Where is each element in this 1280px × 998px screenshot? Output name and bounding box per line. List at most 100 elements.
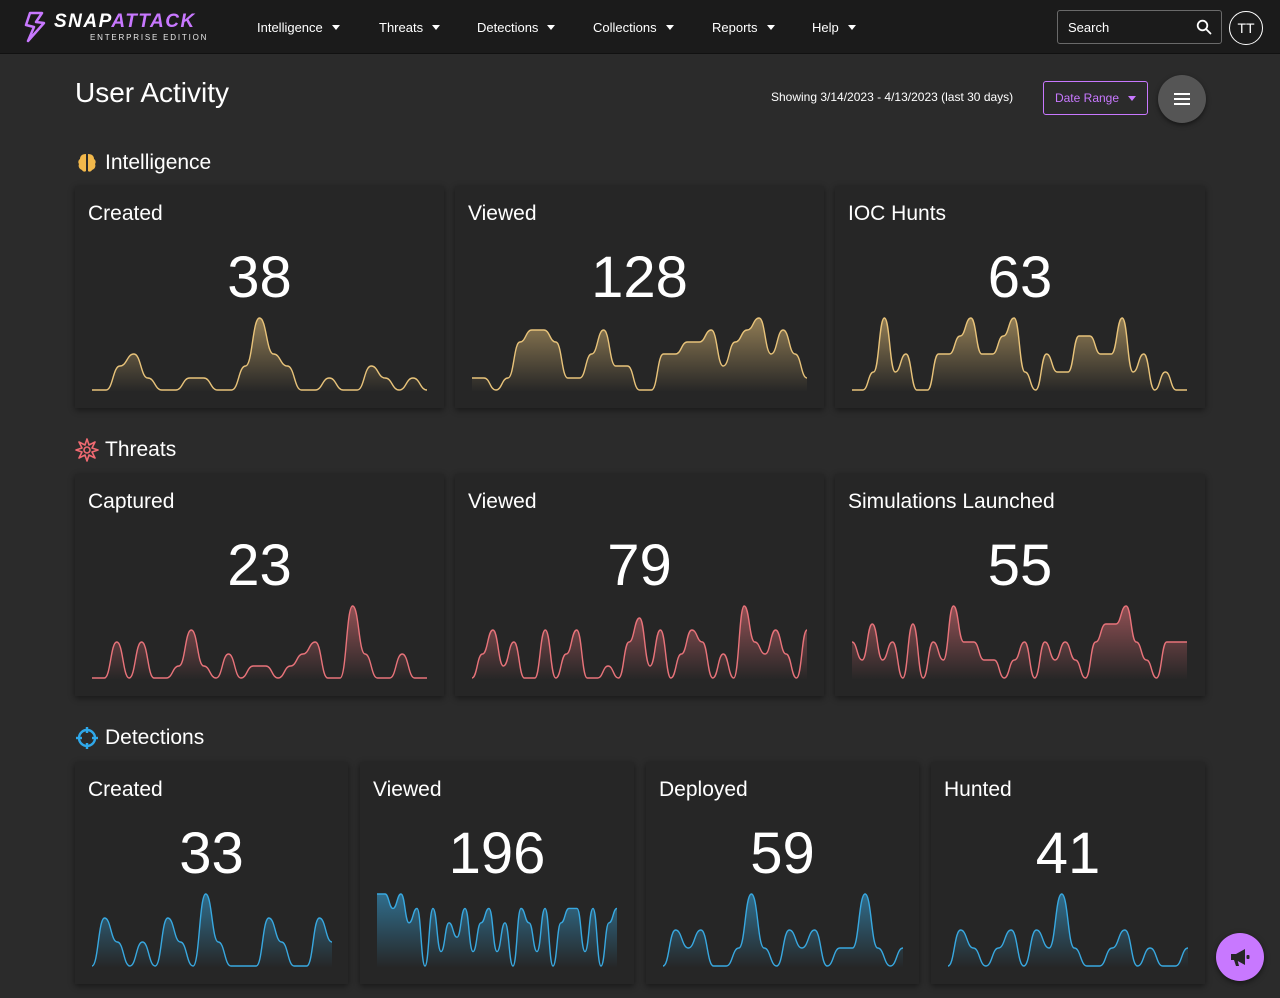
card-value: 63 bbox=[987, 245, 1053, 310]
nav-help-label: Help bbox=[812, 19, 839, 35]
caret-down-icon bbox=[1128, 95, 1137, 101]
crosshair-icon bbox=[76, 727, 98, 749]
nav-help[interactable]: Help bbox=[812, 17, 856, 37]
card-label: Viewed bbox=[468, 202, 537, 225]
nav-detections[interactable]: Detections bbox=[477, 17, 556, 37]
user-avatar[interactable]: TT bbox=[1229, 11, 1263, 45]
card-label: Created bbox=[88, 202, 163, 225]
nav-reports-label: Reports bbox=[712, 19, 758, 35]
top-nav-bar: SNAPATTACK ENTERPRISE EDITION Intelligen… bbox=[0, 0, 1280, 54]
caret-down-icon bbox=[665, 24, 674, 30]
menu-button[interactable] bbox=[1158, 75, 1206, 123]
sparkline-area bbox=[92, 318, 427, 392]
nav-reports[interactable]: Reports bbox=[712, 17, 775, 37]
section-title-label: Threats bbox=[105, 438, 177, 461]
sparkline-line bbox=[377, 893, 617, 967]
nav-collections[interactable]: Collections bbox=[593, 17, 674, 37]
card-value: 23 bbox=[227, 533, 292, 598]
sparkline-line bbox=[92, 893, 332, 967]
caret-down-icon bbox=[432, 24, 441, 30]
sparkline-chart bbox=[92, 605, 427, 680]
card-label: Created bbox=[88, 778, 163, 801]
sparkline-area bbox=[663, 894, 903, 968]
sparkline-line bbox=[472, 317, 807, 391]
caret-down-icon bbox=[331, 24, 340, 30]
detections-hunted-card[interactable]: Hunted 41 bbox=[931, 762, 1205, 984]
logo-wordmark: SNAPATTACK bbox=[54, 11, 196, 32]
sparkline-chart bbox=[472, 605, 807, 680]
search-input[interactable] bbox=[1068, 19, 1188, 35]
sparkline-area bbox=[92, 606, 427, 680]
sparkline-line bbox=[948, 893, 1188, 967]
date-range-summary: Showing 3/14/2023 - 4/13/2023 (last 30 d… bbox=[771, 90, 1014, 104]
nav-intelligence-label: Intelligence bbox=[257, 19, 323, 35]
card-label: Viewed bbox=[468, 490, 537, 513]
intel-ioc-hunts-card[interactable]: IOC Hunts 63 bbox=[835, 186, 1205, 408]
sparkline-area bbox=[852, 318, 1187, 392]
sparkline-line bbox=[472, 605, 807, 679]
sparkline-area bbox=[948, 894, 1188, 968]
intel-viewed-card[interactable]: Viewed 128 bbox=[455, 186, 824, 408]
page-title: User Activity bbox=[75, 77, 230, 108]
sparkline-area bbox=[92, 894, 332, 968]
sparkline-line bbox=[92, 605, 427, 679]
card-value: 128 bbox=[591, 245, 688, 310]
card-value: 196 bbox=[448, 821, 546, 886]
search-box bbox=[1057, 10, 1222, 44]
card-label: Hunted bbox=[944, 778, 1012, 801]
nav-intelligence[interactable]: Intelligence bbox=[257, 17, 340, 37]
card-label: Captured bbox=[88, 490, 175, 513]
nav-collections-label: Collections bbox=[593, 19, 657, 35]
threats-viewed-card[interactable]: Viewed 79 bbox=[455, 474, 824, 696]
card-label: Viewed bbox=[373, 778, 442, 801]
detections-viewed-card[interactable]: Viewed 196 bbox=[360, 762, 634, 984]
card-value: 59 bbox=[750, 821, 815, 886]
logo-edition: ENTERPRISE EDITION bbox=[90, 33, 209, 42]
nav-detections-label: Detections bbox=[477, 19, 539, 35]
sparkline-line bbox=[852, 605, 1187, 679]
threats-captured-card[interactable]: Captured 23 bbox=[75, 474, 444, 696]
sparkline-area bbox=[852, 606, 1187, 680]
card-label: IOC Hunts bbox=[848, 202, 947, 225]
card-value: 79 bbox=[607, 533, 672, 598]
sparkline-chart bbox=[472, 317, 807, 392]
intel-created-card[interactable]: Created 38 bbox=[75, 186, 444, 408]
sparkline-chart bbox=[92, 317, 427, 392]
detections-created-card[interactable]: Created 33 bbox=[75, 762, 348, 984]
lightning-logo-icon bbox=[24, 11, 46, 43]
nav-threats[interactable]: Threats bbox=[379, 17, 441, 37]
section-title-label: Detections bbox=[105, 726, 205, 749]
detections-deployed-card[interactable]: Deployed 59 bbox=[646, 762, 919, 984]
threats-simulations-card[interactable]: Simulations Launched 55 bbox=[835, 474, 1205, 696]
date-range-button-label: Date Range bbox=[1054, 91, 1120, 105]
sparkline-chart bbox=[852, 605, 1187, 680]
section-title-detections: Detections bbox=[75, 726, 204, 750]
sparkline-chart bbox=[948, 893, 1188, 968]
section-title-threats: Threats bbox=[75, 438, 176, 462]
card-label: Simulations Launched bbox=[848, 490, 1055, 513]
snapattack-logo[interactable]: SNAPATTACK ENTERPRISE EDITION bbox=[22, 10, 222, 44]
nav-threats-label: Threats bbox=[379, 19, 424, 35]
sparkline-area bbox=[472, 606, 807, 680]
starburst-icon bbox=[75, 438, 99, 462]
card-label: Deployed bbox=[659, 778, 748, 801]
caret-down-icon bbox=[847, 24, 856, 30]
card-value: 33 bbox=[179, 821, 244, 886]
date-range-button[interactable]: Date Range bbox=[1043, 81, 1148, 115]
sparkline-chart bbox=[663, 893, 903, 968]
section-title-intelligence: Intelligence bbox=[75, 151, 211, 175]
sparkline-line bbox=[852, 317, 1187, 391]
sparkline-line bbox=[663, 893, 903, 967]
card-value: 38 bbox=[227, 245, 292, 310]
caret-down-icon bbox=[547, 24, 556, 30]
user-initials: TT bbox=[1237, 20, 1255, 36]
sparkline-chart bbox=[852, 317, 1187, 392]
card-value: 41 bbox=[1035, 821, 1101, 886]
card-value: 55 bbox=[987, 533, 1053, 598]
announcements-button[interactable] bbox=[1216, 933, 1264, 981]
search-icon[interactable] bbox=[1196, 19, 1212, 35]
hamburger-menu-icon bbox=[1174, 93, 1190, 105]
sparkline-chart bbox=[377, 893, 617, 968]
brain-icon bbox=[78, 154, 96, 172]
section-title-label: Intelligence bbox=[105, 151, 212, 174]
